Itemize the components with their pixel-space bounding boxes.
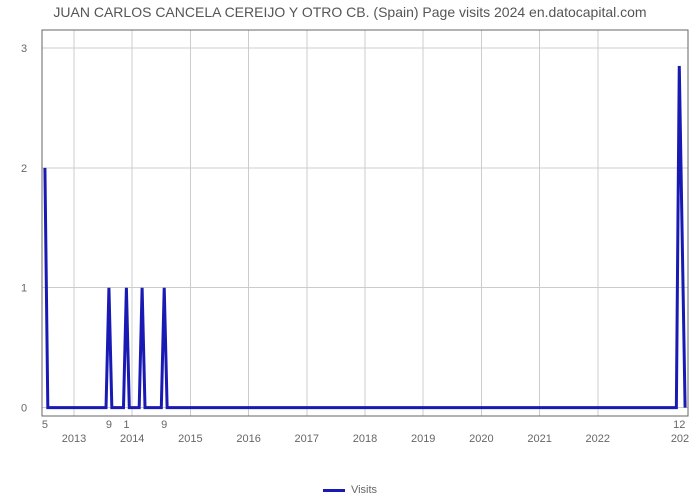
svg-text:0: 0 [21, 403, 27, 415]
svg-text:2013: 2013 [62, 433, 86, 445]
svg-text:3: 3 [21, 43, 27, 55]
svg-text:1: 1 [123, 419, 129, 431]
chart-container: JUAN CARLOS CANCELA CEREIJO Y OTRO CB. (… [0, 0, 700, 500]
svg-text:2021: 2021 [527, 433, 551, 445]
x-ticks-major: 2013201420152016201720182019202020212022… [62, 433, 689, 445]
svg-text:2017: 2017 [295, 433, 319, 445]
y-ticks: 0 1 2 3 [21, 43, 27, 415]
svg-text:2022: 2022 [586, 433, 610, 445]
svg-text:2: 2 [21, 163, 27, 175]
svg-text:2016: 2016 [236, 433, 260, 445]
svg-text:2020: 2020 [469, 433, 493, 445]
svg-text:2019: 2019 [411, 433, 435, 445]
svg-text:2014: 2014 [120, 433, 144, 445]
legend: Visits [0, 484, 700, 496]
svg-text:12: 12 [673, 419, 685, 431]
svg-text:202: 202 [671, 433, 689, 445]
svg-text:2018: 2018 [353, 433, 377, 445]
svg-text:5: 5 [42, 419, 48, 431]
x-ticks-annot: 591912 [42, 419, 686, 431]
svg-text:1: 1 [21, 283, 27, 295]
svg-text:2015: 2015 [178, 433, 202, 445]
legend-swatch [323, 489, 345, 492]
legend-label: Visits [351, 484, 377, 496]
chart-plot: 0123 20132014201520162017201820192020202… [40, 28, 690, 448]
chart-title: JUAN CARLOS CANCELA CEREIJO Y OTRO CB. (… [0, 4, 700, 20]
svg-text:9: 9 [106, 419, 112, 431]
svg-text:9: 9 [161, 419, 167, 431]
